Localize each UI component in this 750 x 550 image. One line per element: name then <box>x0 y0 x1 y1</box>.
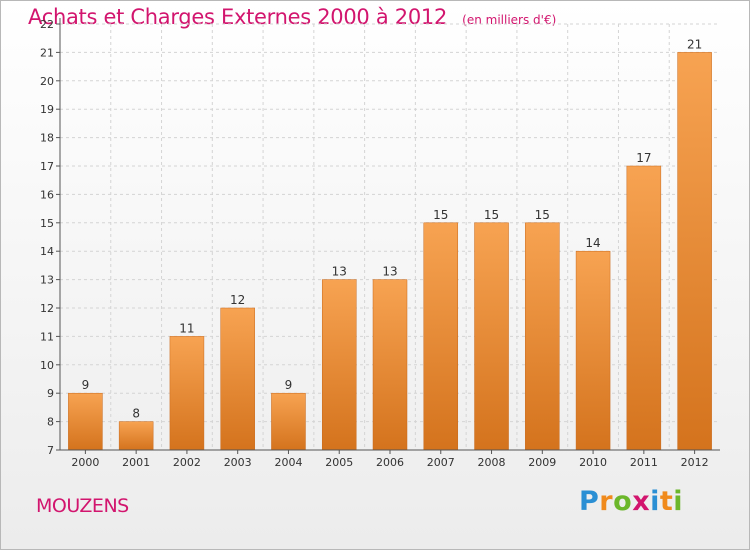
chart-title: Achats et Charges Externes 2000 à 2012 <box>28 5 448 29</box>
data-label: 14 <box>585 236 600 250</box>
commune-name: MOUZENS <box>36 495 129 517</box>
bar <box>423 222 459 451</box>
brand-logo-letter: o <box>613 486 633 517</box>
brand-logo-letter: r <box>599 486 614 517</box>
bar <box>677 52 712 451</box>
y-tick-label: 14 <box>40 245 54 258</box>
y-tick-label: 10 <box>40 359 54 372</box>
axes <box>56 18 720 454</box>
title-row: Achats et Charges Externes 2000 à 2012 (… <box>28 5 556 29</box>
x-tick-label: 2010 <box>579 456 607 469</box>
bar <box>575 250 611 451</box>
x-tick-label: 2002 <box>173 456 201 469</box>
x-tick-label: 2003 <box>224 456 252 469</box>
data-label: 11 <box>179 321 194 335</box>
bar <box>626 165 662 451</box>
bar <box>525 222 560 451</box>
brand-logo-letter: t <box>659 486 674 517</box>
y-tick-label: 16 <box>40 188 54 201</box>
x-tick-label: 2004 <box>274 456 302 469</box>
labels: 7 8 9 10 11 12 13 14 15 16 17 18 19 20 21 22 9 2000 8 2001 1… <box>40 18 709 469</box>
data-label: 9 <box>82 378 90 392</box>
x-tick-label: 2009 <box>528 456 556 469</box>
y-tick-label: 17 <box>40 160 54 173</box>
bar <box>271 392 306 451</box>
brand-logo-letter: x <box>632 486 651 517</box>
y-tick-label: 15 <box>40 217 54 230</box>
bar <box>169 336 205 451</box>
brand-logo-letter: P <box>579 486 600 517</box>
y-tick-label: 21 <box>40 46 54 59</box>
data-label: 15 <box>484 208 499 222</box>
y-tick-label: 18 <box>40 132 54 145</box>
bar <box>68 392 103 451</box>
data-label: 9 <box>285 378 293 392</box>
brand-logo-letter: i <box>650 486 660 517</box>
y-tick-label: 11 <box>40 330 54 343</box>
data-label: 13 <box>332 265 347 279</box>
y-tick-label: 19 <box>40 103 54 116</box>
bar <box>220 307 255 451</box>
data-label: 13 <box>382 265 397 279</box>
y-tick-label: 12 <box>40 302 54 315</box>
x-tick-label: 2011 <box>630 456 658 469</box>
y-tick-label: 9 <box>47 387 54 400</box>
y-tick-label: 13 <box>40 274 54 287</box>
x-tick-label: 2012 <box>681 456 709 469</box>
bars <box>68 52 712 451</box>
data-label: 15 <box>535 208 550 222</box>
y-tick-label: 20 <box>40 75 54 88</box>
x-tick-label: 2008 <box>478 456 506 469</box>
y-tick-label: 7 <box>47 444 54 457</box>
bar <box>118 421 154 451</box>
data-label: 21 <box>687 37 702 51</box>
x-tick-label: 2001 <box>122 456 150 469</box>
brand-logo: Proxiti <box>579 486 683 517</box>
y-tick-label: 22 <box>40 18 54 31</box>
bar <box>474 222 509 451</box>
data-label: 8 <box>132 407 140 421</box>
x-tick-label: 2005 <box>325 456 353 469</box>
y-tick-label: 8 <box>47 416 54 429</box>
chart-subtitle: (en milliers d'€) <box>462 13 557 27</box>
bar <box>321 279 357 451</box>
data-label: 12 <box>230 293 245 307</box>
x-tick-label: 2000 <box>71 456 99 469</box>
x-tick-label: 2006 <box>376 456 404 469</box>
data-label: 17 <box>636 151 651 165</box>
data-label: 15 <box>433 208 448 222</box>
bar <box>372 279 408 451</box>
x-tick-label: 2007 <box>427 456 455 469</box>
brand-logo-letter: i <box>673 486 684 517</box>
